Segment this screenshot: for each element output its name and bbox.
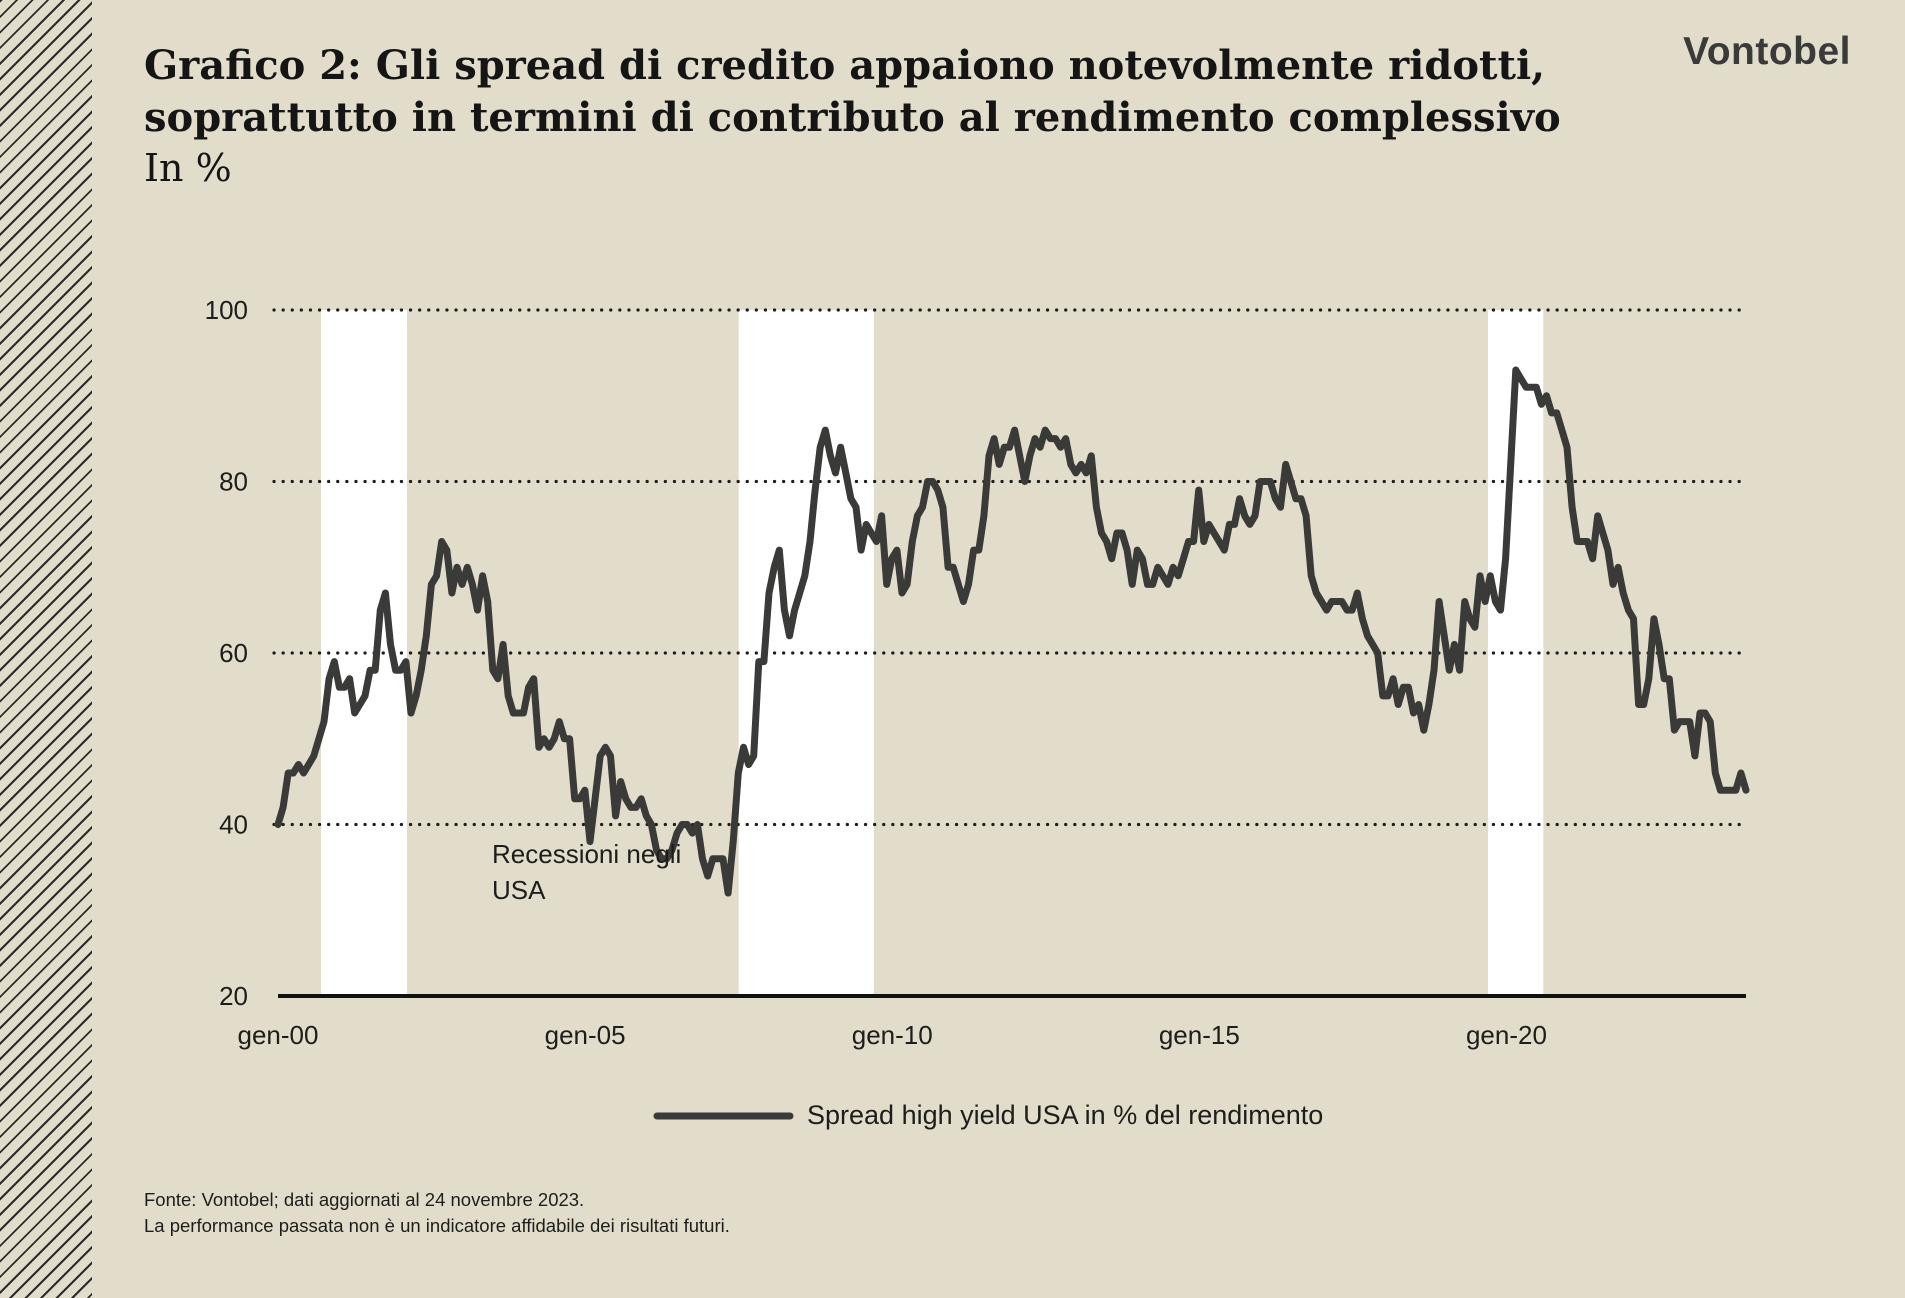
- x-tick-label: gen-05: [545, 1020, 626, 1050]
- chart-title-line1: Grafico 2: Gli spread di credito appaion…: [144, 42, 1546, 89]
- x-tick-label: gen-10: [852, 1020, 933, 1050]
- recession-band-2: [738, 310, 874, 996]
- chart-title: Grafico 2: Gli spread di credito appaion…: [144, 40, 1604, 144]
- y-tick-label: 100: [205, 295, 248, 325]
- recession-label-line2: USA: [492, 875, 546, 905]
- x-tick-label: gen-00: [238, 1020, 319, 1050]
- footnote-source: Fonte: Vontobel; dati aggiornati al 24 n…: [144, 1189, 585, 1210]
- y-tick-label: 80: [219, 467, 248, 497]
- footnote: Fonte: Vontobel; dati aggiornati al 24 n…: [144, 1187, 730, 1239]
- x-tick-label: gen-15: [1159, 1020, 1240, 1050]
- legend-label: Spread high yield USA in % del rendiment…: [807, 1100, 1323, 1130]
- series-line-hy-spread: [274, 366, 1750, 897]
- y-tick-label: 40: [219, 810, 248, 840]
- x-tick-label: gen-20: [1466, 1020, 1547, 1050]
- chart-title-line2: soprattutto in termini di contributo al …: [144, 94, 1561, 141]
- legend: Spread high yield USA in % del rendiment…: [653, 1100, 1323, 1130]
- footnote-disclaimer: La performance passata non è un indicato…: [144, 1215, 730, 1236]
- gridlines: [272, 308, 1748, 827]
- y-tick-label: 20: [219, 981, 248, 1011]
- hatched-side-band: [0, 0, 92, 1298]
- y-tick-label: 60: [219, 638, 248, 668]
- chart-subtitle: In %: [144, 146, 232, 190]
- y-axis-ticks: 20 40 60 80 100: [205, 295, 248, 1011]
- recession-label-line1: Recessioni negli: [492, 839, 681, 869]
- vontobel-logo: Vontobel: [1683, 30, 1851, 73]
- x-axis-ticks: gen-00 gen-05 gen-10 gen-15 gen-20: [238, 1020, 1547, 1050]
